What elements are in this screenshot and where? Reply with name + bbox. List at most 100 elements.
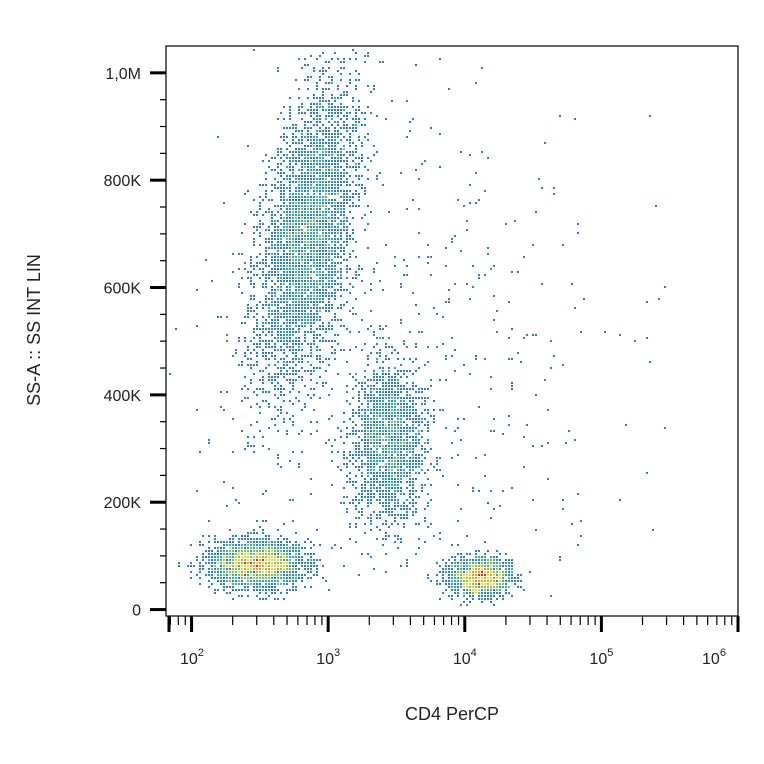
data-point	[286, 157, 288, 159]
data-point	[352, 142, 354, 144]
data-point	[655, 205, 657, 207]
data-point	[316, 304, 318, 306]
data-point	[412, 412, 414, 414]
data-point	[271, 157, 273, 159]
data-point	[283, 316, 285, 318]
data-point	[367, 427, 369, 429]
data-point	[352, 238, 354, 240]
data-point	[334, 241, 336, 243]
data-point	[649, 115, 651, 117]
data-point	[274, 259, 276, 261]
data-point	[292, 271, 294, 273]
data-point	[232, 580, 234, 582]
data-point	[358, 493, 360, 495]
data-point	[298, 205, 300, 207]
data-point	[439, 583, 441, 585]
data-point	[370, 412, 372, 414]
data-point	[256, 574, 258, 576]
data-point	[340, 109, 342, 111]
data-point	[331, 184, 333, 186]
data-point	[250, 262, 252, 264]
data-point	[430, 274, 432, 276]
data-point	[457, 568, 459, 570]
data-point	[307, 247, 309, 249]
data-point	[322, 184, 324, 186]
data-point	[298, 466, 300, 468]
data-point	[292, 154, 294, 156]
data-point	[370, 481, 372, 483]
data-point	[274, 253, 276, 255]
data-point	[379, 391, 381, 393]
data-point	[466, 283, 468, 285]
data-point	[382, 448, 384, 450]
data-point	[259, 220, 261, 222]
data-point	[295, 532, 297, 534]
data-point	[412, 487, 414, 489]
data-point	[361, 385, 363, 387]
data-point	[307, 229, 309, 231]
data-point	[484, 553, 486, 555]
data-point	[334, 250, 336, 252]
data-point	[244, 556, 246, 558]
data-point	[376, 376, 378, 378]
data-point	[268, 583, 270, 585]
data-point	[340, 202, 342, 204]
data-point	[259, 196, 261, 198]
data-point	[367, 418, 369, 420]
data-point	[226, 505, 228, 507]
data-point	[400, 451, 402, 453]
data-point	[478, 592, 480, 594]
data-point	[313, 301, 315, 303]
data-point	[298, 157, 300, 159]
data-point	[478, 571, 480, 573]
data-point	[361, 268, 363, 270]
data-point	[313, 151, 315, 153]
data-point	[370, 211, 372, 213]
data-point	[385, 469, 387, 471]
data-point	[334, 544, 336, 546]
data-point	[289, 166, 291, 168]
data-point	[358, 382, 360, 384]
data-point	[298, 271, 300, 273]
data-point	[322, 337, 324, 339]
data-point	[244, 448, 246, 450]
data-point	[466, 586, 468, 588]
data-point	[307, 181, 309, 183]
data-point	[238, 547, 240, 549]
data-point	[358, 118, 360, 120]
data-point	[322, 274, 324, 276]
data-point	[301, 547, 303, 549]
data-point	[352, 409, 354, 411]
data-point	[280, 172, 282, 174]
data-point	[316, 187, 318, 189]
data-point	[364, 424, 366, 426]
data-point	[346, 115, 348, 117]
data-point	[247, 565, 249, 567]
data-point	[292, 235, 294, 237]
data-point	[406, 508, 408, 510]
data-point	[277, 337, 279, 339]
data-point	[265, 190, 267, 192]
data-point	[295, 190, 297, 192]
data-point	[277, 256, 279, 258]
data-point	[292, 124, 294, 126]
data-point	[247, 397, 249, 399]
data-point	[289, 346, 291, 348]
data-point	[337, 136, 339, 138]
data-point	[487, 580, 489, 582]
data-point	[457, 520, 459, 522]
data-point	[298, 244, 300, 246]
data-point	[331, 484, 333, 486]
data-point	[454, 235, 456, 237]
data-point	[247, 349, 249, 351]
data-point	[295, 79, 297, 81]
data-point	[382, 460, 384, 462]
data-point	[418, 397, 420, 399]
data-point	[268, 406, 270, 408]
data-point	[409, 493, 411, 495]
data-point	[346, 385, 348, 387]
data-point	[301, 361, 303, 363]
data-point	[283, 154, 285, 156]
data-point	[328, 244, 330, 246]
data-point	[322, 97, 324, 99]
